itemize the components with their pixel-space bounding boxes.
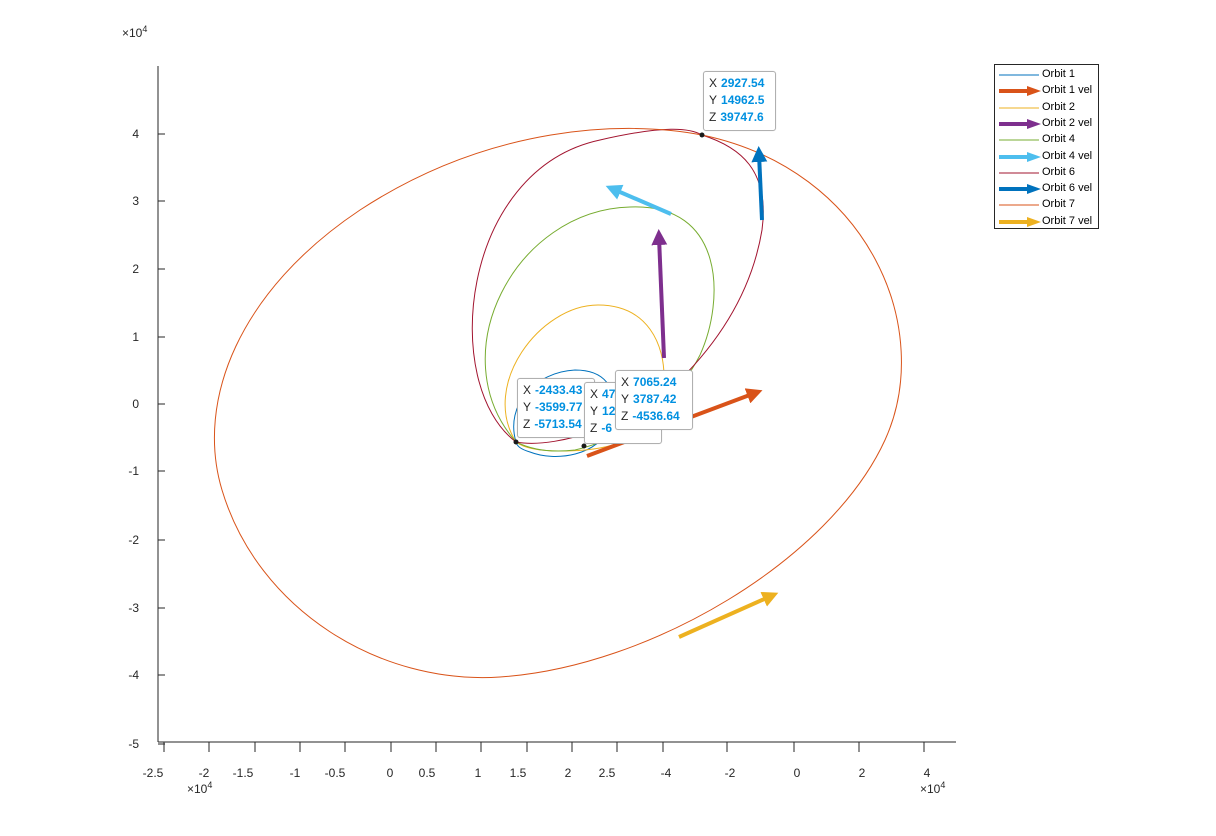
z-tick-labels: -4 -2 0 2 4 <box>661 766 931 780</box>
y-tick-label: 1 <box>132 330 139 344</box>
legend-arrow-icon <box>999 184 1041 195</box>
legend-arrow-icon <box>999 151 1041 162</box>
datatip-1[interactable]: X 2927.54 Y 14962.5 Z 39747.6 <box>703 71 776 131</box>
legend-label: Orbit 2 <box>1042 100 1076 113</box>
legend-label: Orbit 7 vel <box>1042 214 1093 227</box>
datatip-marker-2 <box>513 439 519 445</box>
legend-line-icon <box>999 139 1039 141</box>
y-tick-label: -4 <box>128 668 139 682</box>
datatip-4[interactable]: X 7065.24 Y 3787.42 Z -4536.64 <box>615 370 693 430</box>
x-tick-label: -1 <box>290 766 301 780</box>
x-tick-label: -2.5 <box>143 766 164 780</box>
legend-item[interactable]: Orbit 7 vel <box>995 214 1100 230</box>
legend-label: Orbit 2 vel <box>1042 116 1093 129</box>
z-tick-label: -4 <box>661 766 672 780</box>
y-tick-label: -2 <box>128 533 139 547</box>
x-tick-labels: -2.5 -2 -1.5 -1 -0.5 0 0.5 1 1.5 2 2.5 <box>143 766 616 780</box>
legend: Orbit 1 Orbit 1 vel Orbit 2 Orbit 2 vel Orbi… <box>994 64 1099 229</box>
x-tick-label: -1.5 <box>233 766 254 780</box>
legend-line-icon <box>999 107 1039 109</box>
z-exponent-label: ×104 <box>920 780 945 796</box>
y-tick-labels: -5 -4 -3 -2 -1 0 1 2 3 4 <box>128 127 139 751</box>
legend-label: Orbit 4 vel <box>1042 149 1093 162</box>
legend-item[interactable]: Orbit 1 vel <box>995 83 1100 99</box>
orbit-4-vel-arrow <box>605 184 672 216</box>
legend-label: Orbit 6 vel <box>1042 182 1093 195</box>
tick-marks <box>158 133 925 752</box>
orbit-4-curve <box>484 206 715 452</box>
legend-item[interactable]: Orbit 6 <box>995 165 1100 181</box>
legend-item[interactable]: Orbit 2 vel <box>995 116 1100 132</box>
legend-label: Orbit 4 <box>1042 133 1076 146</box>
legend-arrow-icon <box>999 216 1041 227</box>
legend-item[interactable]: Orbit 4 <box>995 132 1100 148</box>
datatip-1-x: 2927.54 <box>721 76 765 90</box>
datatip-marker-1 <box>699 132 705 138</box>
x-tick-label: 2.5 <box>599 766 616 780</box>
legend-line-icon <box>999 172 1039 174</box>
orbit-7-vel-arrow <box>678 591 779 639</box>
datatip-4-y: 3787.42 <box>633 392 677 406</box>
x-tick-label: -0.5 <box>325 766 346 780</box>
datatip-3-z: -6 <box>601 421 613 435</box>
y-exponent-label: ×104 <box>122 24 147 40</box>
datatip-2-x: -2433.43 <box>535 383 583 397</box>
legend-line-icon <box>999 204 1039 206</box>
legend-label: Orbit 1 <box>1042 68 1076 80</box>
legend-arrow-icon <box>999 118 1041 129</box>
datatip-2-y: -3599.77 <box>535 400 583 414</box>
y-tick-label: 3 <box>132 194 139 208</box>
legend-item[interactable]: Orbit 2 <box>995 100 1100 116</box>
datatip-3-y: 12 <box>602 404 616 418</box>
legend-arrow-icon <box>999 86 1041 97</box>
z-tick-label: 0 <box>794 766 801 780</box>
y-tick-label: 2 <box>132 262 139 276</box>
datatip-marker-3 <box>581 443 587 449</box>
orbit-6-vel-arrow <box>751 146 768 221</box>
datatip-1-z: 39747.6 <box>720 110 764 124</box>
legend-item[interactable]: Orbit 7 <box>995 197 1100 213</box>
legend-label: Orbit 7 <box>1042 198 1076 211</box>
legend-item[interactable]: Orbit 1 <box>995 67 1100 83</box>
orbit-2-vel-arrow <box>651 229 668 359</box>
x-tick-label: 1.5 <box>510 766 527 780</box>
x-tick-label: 0 <box>387 766 394 780</box>
y-tick-label: 4 <box>132 127 139 141</box>
x-tick-label: 0.5 <box>419 766 436 780</box>
x-tick-label: 1 <box>475 766 482 780</box>
y-tick-label: -5 <box>128 737 139 751</box>
y-tick-label: 0 <box>132 397 139 411</box>
y-tick-label: -3 <box>128 601 139 615</box>
x-tick-label: -2 <box>199 766 210 780</box>
y-tick-label: -1 <box>128 464 139 478</box>
orbit-7-curve <box>214 127 902 679</box>
datatip-2[interactable]: X -2433.43 Y -3599.77 Z -5713.54 <box>517 378 595 438</box>
legend-item[interactable]: Orbit 4 vel <box>995 149 1100 165</box>
datatip-4-z: -4536.64 <box>632 409 680 423</box>
legend-label: Orbit 1 vel <box>1042 84 1093 97</box>
z-tick-label: 4 <box>924 766 931 780</box>
legend-label: Orbit 6 <box>1042 165 1076 178</box>
z-tick-label: 2 <box>859 766 866 780</box>
x-tick-label: 2 <box>565 766 572 780</box>
legend-line-icon <box>999 74 1039 76</box>
datatip-4-x: 7065.24 <box>633 375 677 389</box>
x-exponent-label: ×104 <box>187 780 212 796</box>
z-tick-label: -2 <box>725 766 736 780</box>
datatip-3-x: 47 <box>602 387 616 401</box>
datatip-2-z: -5713.54 <box>534 417 582 431</box>
legend-item[interactable]: Orbit 6 vel <box>995 181 1100 197</box>
datatip-1-y: 14962.5 <box>721 93 765 107</box>
